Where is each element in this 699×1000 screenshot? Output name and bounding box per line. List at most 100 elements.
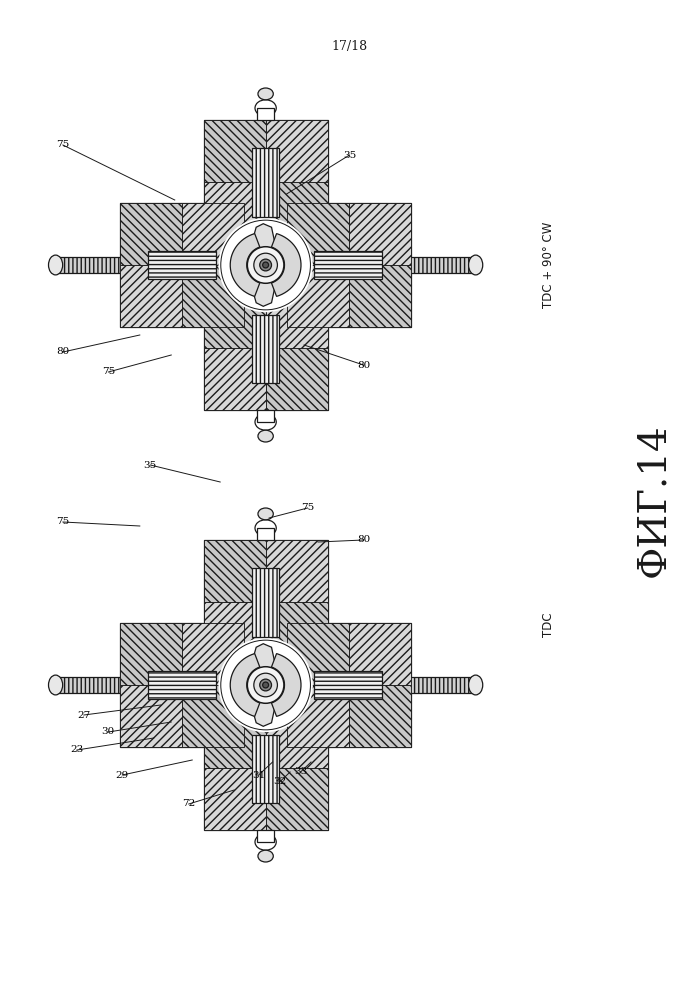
Text: 75: 75 — [102, 367, 115, 376]
Circle shape — [247, 247, 284, 283]
Text: 17/18: 17/18 — [331, 40, 368, 53]
Bar — [56, 257, 127, 273]
Bar — [203, 706, 266, 768]
Text: 31: 31 — [252, 770, 265, 780]
Ellipse shape — [258, 508, 273, 520]
Circle shape — [254, 673, 278, 697]
Ellipse shape — [258, 430, 273, 442]
Bar — [266, 348, 328, 410]
Bar — [257, 830, 274, 842]
Bar — [287, 203, 349, 265]
Ellipse shape — [48, 675, 63, 695]
Text: TDC + 90° CW: TDC + 90° CW — [542, 222, 555, 308]
Bar — [203, 120, 266, 182]
Bar — [266, 602, 328, 664]
Bar — [349, 203, 411, 265]
Bar — [257, 410, 274, 422]
Ellipse shape — [258, 88, 273, 100]
Polygon shape — [230, 654, 260, 716]
Text: 75: 75 — [301, 504, 314, 512]
Ellipse shape — [468, 255, 483, 275]
Bar — [405, 257, 475, 273]
Text: 33: 33 — [294, 768, 307, 776]
Polygon shape — [252, 271, 275, 306]
Bar — [349, 685, 411, 747]
Bar — [287, 265, 349, 327]
Bar — [203, 602, 266, 664]
Polygon shape — [252, 224, 275, 259]
Ellipse shape — [255, 100, 276, 116]
Bar — [203, 706, 328, 830]
Bar — [314, 671, 382, 699]
Circle shape — [218, 638, 313, 732]
Bar — [120, 203, 182, 265]
Bar — [266, 286, 328, 348]
Ellipse shape — [255, 834, 276, 850]
Bar — [287, 623, 349, 685]
Bar — [257, 528, 274, 540]
Polygon shape — [252, 644, 275, 679]
Text: 75: 75 — [57, 518, 69, 526]
Bar — [203, 182, 266, 244]
Polygon shape — [230, 234, 260, 296]
Bar — [147, 251, 216, 279]
Bar — [203, 768, 266, 830]
Bar — [120, 623, 182, 685]
Text: 80: 80 — [57, 348, 69, 357]
Text: 23: 23 — [71, 746, 83, 754]
Circle shape — [263, 262, 268, 268]
Ellipse shape — [258, 850, 273, 862]
Bar — [203, 286, 328, 410]
Circle shape — [260, 679, 271, 691]
Bar — [203, 120, 328, 244]
Bar — [182, 265, 245, 327]
Bar — [252, 568, 279, 637]
Ellipse shape — [255, 520, 276, 536]
Bar — [287, 685, 349, 747]
Bar — [257, 108, 274, 120]
Text: 35: 35 — [343, 151, 356, 160]
Text: 30: 30 — [102, 728, 115, 736]
Circle shape — [260, 259, 271, 271]
Text: 32: 32 — [273, 778, 286, 786]
Bar — [266, 182, 328, 244]
Bar — [120, 203, 245, 327]
Bar — [266, 540, 328, 602]
Circle shape — [254, 253, 278, 277]
Bar — [266, 768, 328, 830]
Bar — [287, 203, 411, 327]
Text: 80: 80 — [357, 360, 370, 369]
Ellipse shape — [255, 414, 276, 430]
Polygon shape — [252, 691, 275, 726]
Ellipse shape — [468, 675, 483, 695]
Circle shape — [263, 682, 268, 688]
Bar — [252, 735, 279, 803]
Polygon shape — [271, 234, 301, 296]
Polygon shape — [271, 654, 301, 716]
Bar — [120, 685, 182, 747]
Bar — [203, 540, 266, 602]
Bar — [182, 623, 245, 685]
Text: 80: 80 — [357, 535, 370, 544]
Bar — [266, 706, 328, 768]
Text: 27: 27 — [78, 711, 90, 720]
Bar — [56, 677, 127, 693]
Bar — [203, 286, 266, 348]
Bar — [287, 623, 411, 747]
Text: ФИГ.14: ФИГ.14 — [635, 423, 672, 577]
Bar — [252, 315, 279, 383]
Bar — [182, 685, 245, 747]
Text: 75: 75 — [57, 140, 69, 149]
Text: 72: 72 — [182, 800, 195, 808]
Text: 29: 29 — [116, 770, 129, 780]
Bar — [314, 251, 382, 279]
Bar — [349, 623, 411, 685]
Bar — [405, 677, 475, 693]
Text: TDC: TDC — [542, 613, 555, 637]
Text: 35: 35 — [144, 460, 157, 470]
Circle shape — [218, 218, 313, 312]
Bar — [120, 265, 182, 327]
Bar — [120, 623, 245, 747]
Bar — [203, 348, 266, 410]
Bar — [266, 120, 328, 182]
